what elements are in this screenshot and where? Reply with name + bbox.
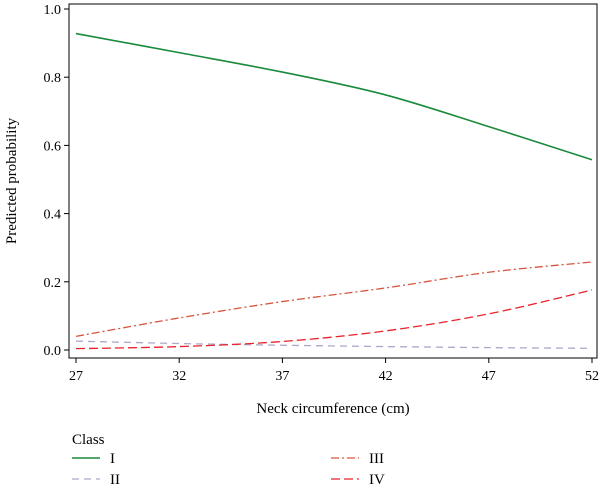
legend-label-II: II <box>110 472 120 488</box>
y-tick-label: 0.8 <box>44 71 62 86</box>
y-tick-label: 0.6 <box>44 139 62 154</box>
y-tick-label: 0.4 <box>44 208 62 223</box>
y-tick-label: 0.2 <box>44 276 62 291</box>
x-tick-label: 52 <box>585 369 599 384</box>
series-line-I <box>75 32 593 161</box>
axes: 0.0 0.2 0.4 0.6 0.8 1.0 27 32 37 42 47 52 <box>44 3 600 384</box>
x-tick-label: 42 <box>379 369 393 384</box>
y-tick-label: 1.0 <box>44 3 62 18</box>
series-line-III <box>75 261 593 337</box>
x-tick-label: 32 <box>172 369 186 384</box>
x-tick-label: 27 <box>69 369 83 384</box>
series-line-IV <box>75 289 593 350</box>
legend-label-III: III <box>369 451 384 467</box>
y-axis-title: Predicted probability <box>4 117 20 244</box>
y-tick-label: 0.0 <box>44 344 62 359</box>
x-axis-title: Neck circumference (cm) <box>256 401 409 417</box>
plot-lines <box>75 32 593 350</box>
legend-label-IV: IV <box>369 472 385 488</box>
series-line-II <box>75 340 593 349</box>
legend-title: Class <box>72 432 105 448</box>
legend-label-I: I <box>110 451 115 467</box>
x-tick-label: 37 <box>275 369 289 384</box>
plot-frame <box>68 3 598 359</box>
x-tick-label: 47 <box>482 369 496 384</box>
